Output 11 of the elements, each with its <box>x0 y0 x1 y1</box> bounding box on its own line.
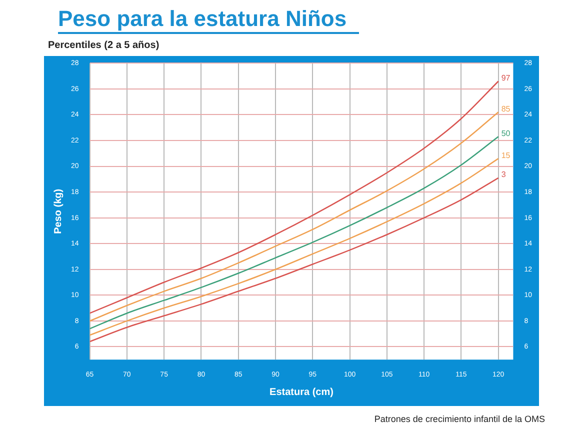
series-label: 15 <box>501 150 511 160</box>
series-label: 3 <box>501 170 506 180</box>
line-series <box>90 80 500 314</box>
text: Patrones de crecimiento infantil de la OMS <box>374 414 545 424</box>
chart-title: Peso para la estatura Niños <box>58 6 359 34</box>
series-label: 97 <box>501 73 511 82</box>
series-label: 85 <box>501 104 511 114</box>
series-label: 50 <box>501 128 511 138</box>
x-axis-title: Estatura (cm) <box>270 386 334 398</box>
y-axis-title: Peso (kg) <box>52 188 64 234</box>
chart-subtitle: Percentiles (2 a 5 años) <box>48 40 160 51</box>
